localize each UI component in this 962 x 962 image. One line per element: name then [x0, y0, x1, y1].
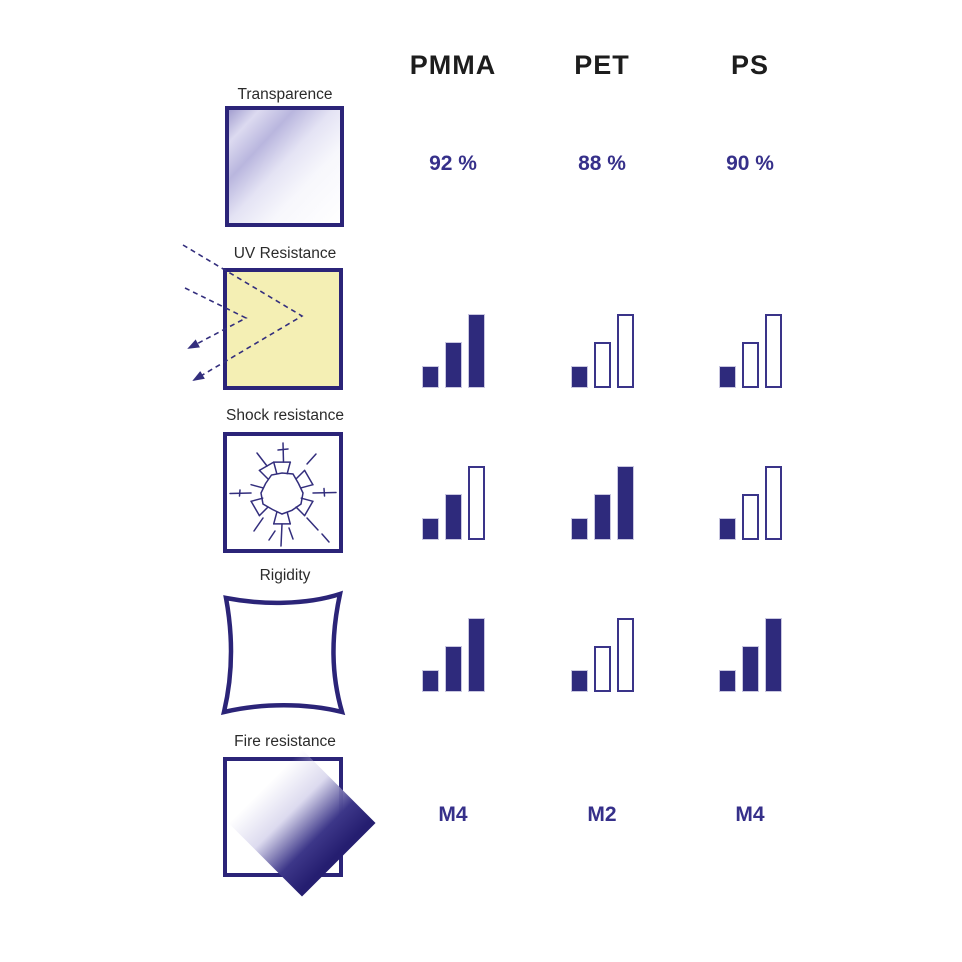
rating-bar-empty — [764, 314, 782, 388]
rating-bar-filled — [616, 466, 634, 540]
shattered-glass-icon — [223, 432, 343, 553]
rating-bar-empty — [593, 646, 611, 692]
rating-bar-filled — [444, 646, 462, 692]
value-transparence-ps: 90 % — [726, 152, 774, 175]
transparent-sheet-icon — [225, 106, 344, 227]
rating-bar-filled — [444, 342, 462, 388]
rating-bar-filled — [421, 518, 439, 540]
rating-bars-uv-pet — [527, 314, 677, 388]
value-transparence-pet: 88 % — [578, 152, 626, 175]
rating-bar-filled — [421, 366, 439, 388]
value-fire-pmma: M4 — [438, 803, 468, 826]
uv-rays-reflection-icon — [223, 268, 343, 390]
rating-bar-empty — [616, 618, 634, 692]
rating-bar-filled — [570, 366, 588, 388]
rating-bars-shock-ps — [675, 466, 825, 540]
rating-bar-empty — [741, 494, 759, 540]
row-label-fire-resistance: Fire resistance — [234, 733, 336, 750]
rating-bars-rigidity-pmma — [378, 618, 528, 692]
rating-bar-filled — [421, 670, 439, 692]
rating-bar-filled — [570, 518, 588, 540]
rating-bar-filled — [718, 670, 736, 692]
rating-bar-filled — [467, 618, 485, 692]
rating-bar-filled — [741, 646, 759, 692]
column-header-pmma: PMMA — [409, 50, 497, 80]
value-fire-ps: M4 — [735, 803, 765, 826]
column-header-pet: PET — [574, 50, 630, 80]
rating-bar-empty — [616, 314, 634, 388]
row-label-transparence: Transparence — [237, 86, 333, 103]
row-label-shock-resistance: Shock resistance — [225, 407, 345, 424]
row-label-uv-resistance: UV Resistance — [233, 245, 337, 262]
rating-bars-shock-pmma — [378, 466, 528, 540]
rating-bar-filled — [764, 618, 782, 692]
rating-bar-empty — [764, 466, 782, 540]
rating-bar-empty — [593, 342, 611, 388]
rating-bars-shock-pet — [527, 466, 677, 540]
rating-bar-filled — [444, 494, 462, 540]
value-fire-pet: M2 — [587, 803, 617, 826]
rating-bar-empty — [467, 466, 485, 540]
rating-bars-uv-ps — [675, 314, 825, 388]
rating-bars-rigidity-ps — [675, 618, 825, 692]
rating-bar-filled — [467, 314, 485, 388]
value-transparence-pmma: 92 % — [429, 152, 477, 175]
rating-bar-filled — [718, 518, 736, 540]
flexed-sheet-icon — [220, 590, 346, 716]
uv-rays-arrows — [182, 244, 304, 382]
rating-bar-filled — [718, 366, 736, 388]
row-label-rigidity: Rigidity — [259, 567, 311, 584]
rating-bar-empty — [741, 342, 759, 388]
rating-bars-uv-pmma — [378, 314, 528, 388]
rating-bar-filled — [570, 670, 588, 692]
column-header-ps: PS — [730, 50, 770, 80]
rating-bars-rigidity-pet — [527, 618, 677, 692]
rating-bar-filled — [593, 494, 611, 540]
crack-pattern — [229, 442, 337, 547]
